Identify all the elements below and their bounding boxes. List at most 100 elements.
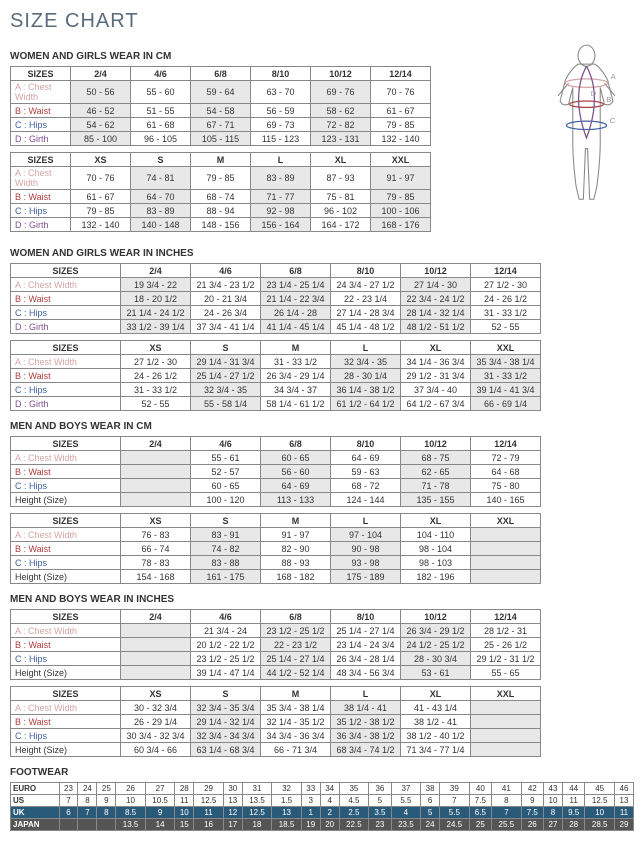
size-cell: 93 - 98 <box>331 556 401 570</box>
footwear-cell: 22.5 <box>339 819 369 831</box>
footwear-cell: 25 <box>97 783 116 795</box>
footwear-cell: 37 <box>391 783 421 795</box>
col-header: 12/14 <box>371 67 431 81</box>
col-header: SIZES <box>11 264 121 278</box>
size-cell: 29 1/2 - 31 3/4 <box>401 369 471 383</box>
size-cell: 50 - 56 <box>71 81 131 104</box>
size-cell: 132 - 140 <box>71 218 131 232</box>
col-header: 6/8 <box>261 264 331 278</box>
footwear-cell: 1 <box>301 807 320 819</box>
size-cell <box>121 479 191 493</box>
size-cell: 76 - 83 <box>121 528 191 542</box>
size-cell: 71 - 77 <box>251 190 311 204</box>
size-cell: 24 3/4 - 27 1/2 <box>331 278 401 292</box>
size-cell: 60 3/4 - 66 <box>121 743 191 757</box>
row-label: C : Hips <box>11 383 121 397</box>
size-cell: 79 - 85 <box>371 190 431 204</box>
col-header: 8/10 <box>331 437 401 451</box>
size-cell: 35 3/4 - 38 1/4 <box>471 355 541 369</box>
col-header: 6/8 <box>261 610 331 624</box>
row-label: D : Girth <box>11 320 121 334</box>
footwear-cell: 15 <box>175 819 194 831</box>
footwear-cell: 17 <box>223 819 242 831</box>
size-cell <box>471 556 541 570</box>
footwear-cell <box>59 819 78 831</box>
col-header: 8/10 <box>251 67 311 81</box>
footwear-cell: 39 <box>440 783 470 795</box>
col-header: M <box>261 514 331 528</box>
size-cell: 74 - 81 <box>131 167 191 190</box>
footwear-cell: 20 <box>320 819 339 831</box>
size-cell: 28 1/4 - 32 1/4 <box>401 306 471 320</box>
footwear-cell: 18.5 <box>272 819 302 831</box>
size-cell: 98 - 104 <box>401 542 471 556</box>
size-cell: 22 - 23 1/2 <box>261 638 331 652</box>
size-cell: 27 1/2 - 30 <box>121 355 191 369</box>
row-label: C : Hips <box>11 204 71 218</box>
col-header: L <box>331 514 401 528</box>
footwear-label: UK <box>11 807 60 819</box>
table-women-cm-1: SIZES2/44/66/88/1010/1212/14A : Chest Wi… <box>10 66 431 146</box>
size-cell <box>471 570 541 584</box>
footwear-cell: 4 <box>391 807 421 819</box>
size-cell: 75 - 80 <box>471 479 541 493</box>
col-header: S <box>131 153 191 167</box>
size-cell: 32 3/4 - 35 3/4 <box>191 701 261 715</box>
size-cell: 87 - 93 <box>311 167 371 190</box>
size-cell: 74 - 82 <box>191 542 261 556</box>
size-cell: 161 - 175 <box>191 570 261 584</box>
footwear-cell: 40 <box>469 783 491 795</box>
size-cell: 30 - 32 3/4 <box>121 701 191 715</box>
col-header: SIZES <box>11 687 121 701</box>
footwear-cell: 27 <box>544 819 563 831</box>
footwear-cell: 7 <box>440 795 470 807</box>
size-cell: 31 - 33 1/2 <box>471 369 541 383</box>
footwear-cell: 5.5 <box>391 795 421 807</box>
size-cell: 22 - 23 1/4 <box>331 292 401 306</box>
size-cell: 59 - 63 <box>331 465 401 479</box>
size-cell: 52 - 55 <box>471 320 541 334</box>
size-cell: 64 - 69 <box>261 479 331 493</box>
col-header: M <box>191 153 251 167</box>
size-cell: 31 - 33 1/2 <box>471 306 541 320</box>
col-header: M <box>261 687 331 701</box>
size-cell: 68 3/4 - 74 1/2 <box>331 743 401 757</box>
footwear-cell: 3.5 <box>369 807 391 819</box>
footwear-cell: 7 <box>492 807 522 819</box>
footwear-cell: 12.5 <box>242 807 272 819</box>
size-cell: 26 3/4 - 28 1/4 <box>331 652 401 666</box>
col-header: XS <box>71 153 131 167</box>
footwear-cell: 10 <box>175 807 194 819</box>
size-cell: 23 1/2 - 25 1/2 <box>191 652 261 666</box>
size-cell: 29 1/4 - 31 3/4 <box>191 355 261 369</box>
size-cell: 35 3/4 - 38 1/4 <box>261 701 331 715</box>
footwear-cell: 41 <box>492 783 522 795</box>
size-cell: 25 - 26 1/2 <box>471 638 541 652</box>
size-cell: 104 - 110 <box>401 528 471 542</box>
footwear-cell: 13.5 <box>116 819 146 831</box>
row-label: C : Hips <box>11 118 71 132</box>
footwear-cell: 19 <box>301 819 320 831</box>
size-cell: 64 - 69 <box>331 451 401 465</box>
col-header: 4/6 <box>191 437 261 451</box>
footwear-cell: 6 <box>421 795 440 807</box>
footwear-cell: 16 <box>194 819 224 831</box>
size-cell: 26 3/4 - 29 1/2 <box>401 624 471 638</box>
row-label: B : Waist <box>11 638 121 652</box>
row-label: A : Chest Width <box>11 624 121 638</box>
footwear-cell: 7 <box>59 795 78 807</box>
footwear-cell: 34 <box>320 783 339 795</box>
footwear-cell: 4 <box>320 795 339 807</box>
size-cell: 91 - 97 <box>261 528 331 542</box>
row-label: D : Girth <box>11 397 121 411</box>
table-women-cm-2: SIZESXSSMLXLXXLA : Chest Width70 - 7674 … <box>10 152 431 232</box>
size-cell: 83 - 89 <box>251 167 311 190</box>
size-cell: 41 1/4 - 45 1/4 <box>261 320 331 334</box>
size-cell: 156 - 164 <box>251 218 311 232</box>
col-header: XS <box>121 687 191 701</box>
col-header: 12/14 <box>471 437 541 451</box>
row-label: A : Chest Width <box>11 278 121 292</box>
col-header: XL <box>401 687 471 701</box>
col-header: SIZES <box>11 610 121 624</box>
size-cell: 105 - 115 <box>191 132 251 146</box>
